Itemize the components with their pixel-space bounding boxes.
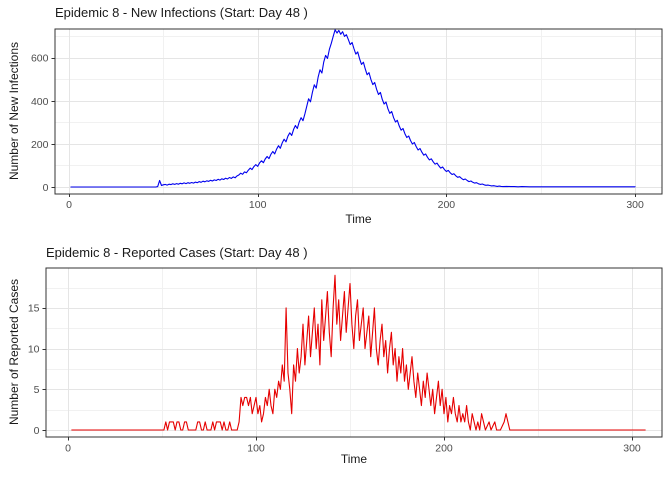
y-axis-tick-label: 600 (31, 53, 49, 65)
x-axis-tick-label: 300 (626, 199, 644, 211)
x-axis-tick-label: 0 (65, 443, 71, 455)
y-axis-tick-label: 5 (34, 384, 40, 396)
y-axis-tick-label: 0 (34, 425, 40, 437)
x-axis-tick-label: 0 (66, 199, 72, 211)
new-infections-title: Epidemic 8 - New Infections (Start: Day … (55, 5, 308, 20)
y-axis-tick-label: 400 (31, 96, 49, 108)
y-axis-tick-label: 10 (28, 343, 40, 355)
x-axis-tick-label: 200 (435, 443, 453, 455)
new-infections-x-axis-label: Time (345, 212, 372, 226)
reported-cases-x-axis-label: Time (340, 452, 368, 466)
y-axis-tick-label: 200 (31, 139, 49, 151)
x-axis-tick-label: 200 (438, 199, 456, 211)
panel-border (54, 28, 663, 195)
new-infections-y-axis-label: Number of New Infections (7, 41, 21, 181)
figure-reported-cases: 0 100 200 300 0 5 10 15 Epidemic 8 - Reported C… (0, 240, 672, 480)
x-axis-tick-label: 300 (623, 443, 641, 455)
reported-cases-title: Epidemic 8 - Reported Cases (Start: Day … (46, 245, 308, 260)
new-infections-plot: 0 100 200 300 0 200 400 600 (31, 28, 663, 211)
figure-new-infections: 0 100 200 300 0 200 400 600 Epidemic 8 - New In… (7, 5, 663, 226)
y-axis-tick-label: 15 (28, 303, 40, 315)
reported-cases-plot: 0 100 200 300 0 5 10 15 (28, 267, 663, 455)
series-line (70, 29, 636, 188)
series-line (71, 274, 646, 431)
x-axis-tick-label: 100 (249, 199, 267, 211)
panel-border (45, 267, 663, 438)
x-axis-tick-label: 100 (247, 443, 265, 455)
y-axis-tick-label: 0 (43, 182, 49, 194)
reported-cases-y-axis-label: Number of Reported Cases (7, 278, 21, 426)
